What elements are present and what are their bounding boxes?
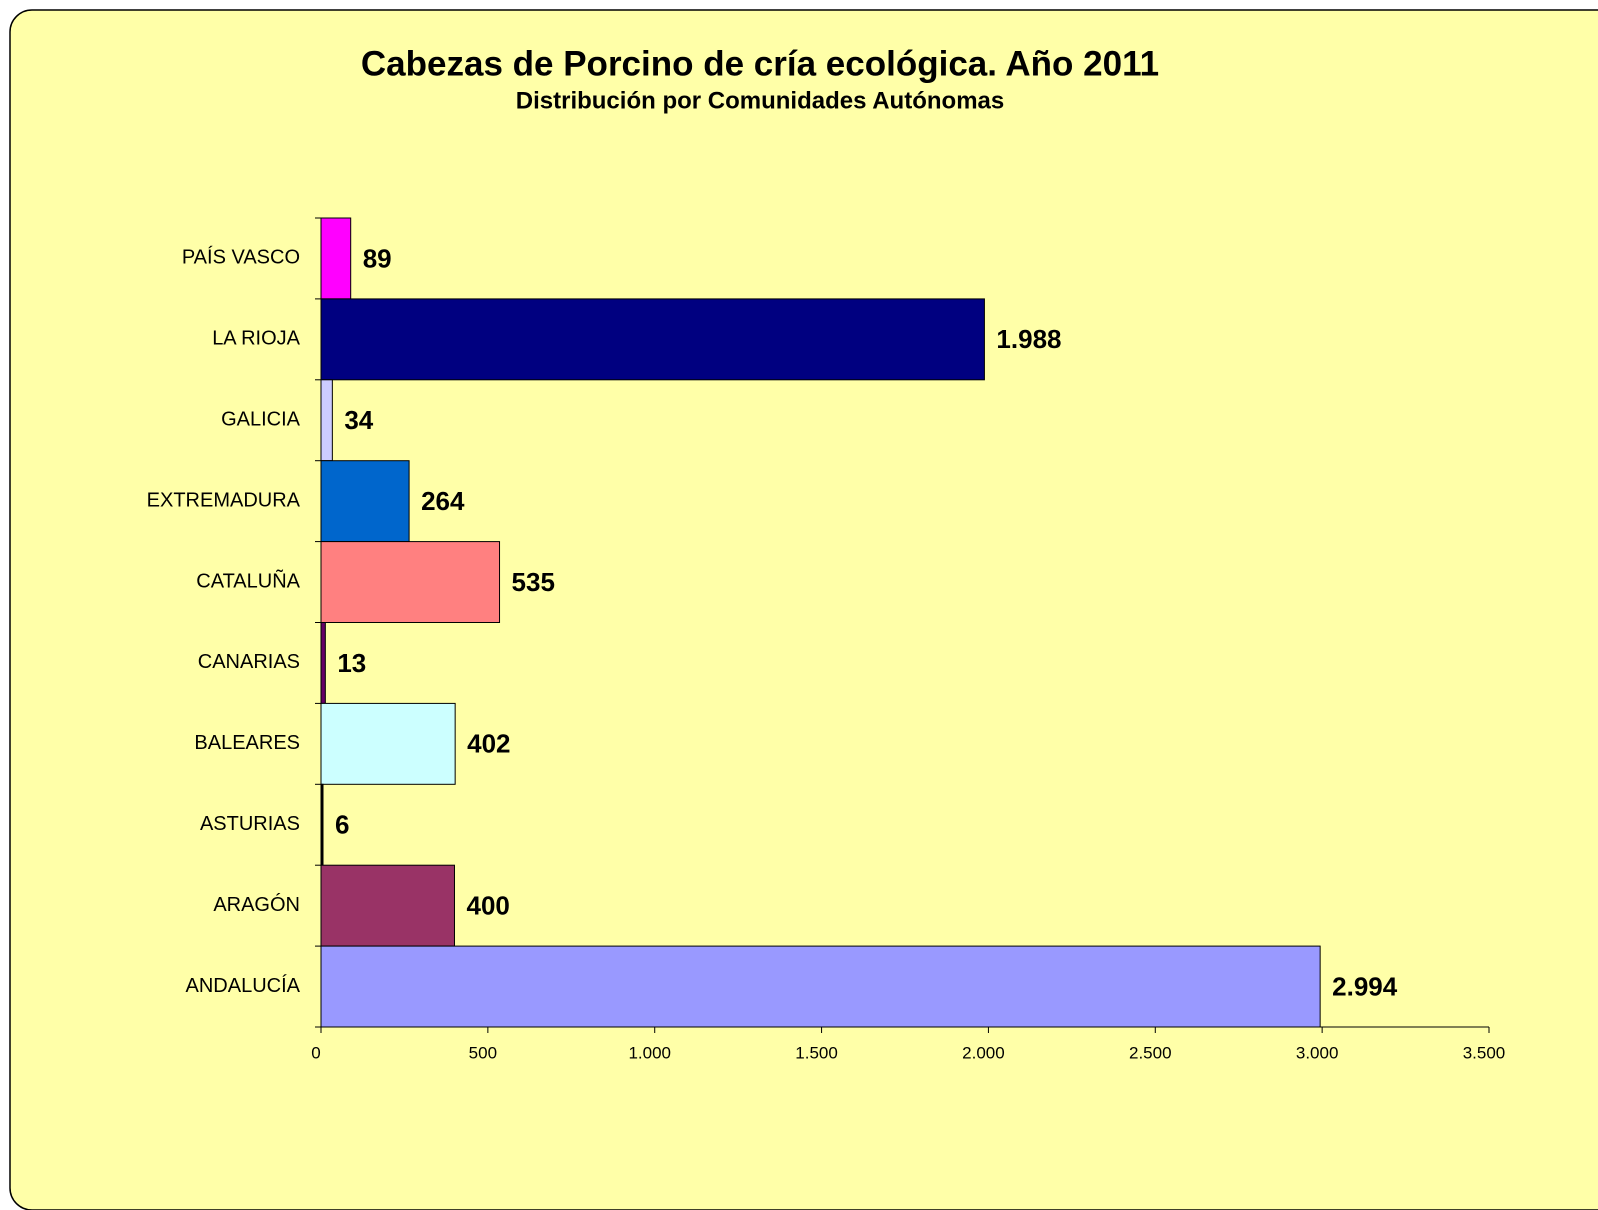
x-tick-label: 3.000 xyxy=(1296,1043,1339,1062)
value-label: 34 xyxy=(344,405,373,435)
y-tick-label: PAÍS VASCO xyxy=(182,246,300,269)
bar xyxy=(320,541,501,623)
chart-subtitle: Distribución por Comunidades Autónomas xyxy=(516,87,1004,114)
bar xyxy=(320,864,455,947)
bar xyxy=(320,945,1321,1028)
x-tick-label: 3.500 xyxy=(1463,1043,1506,1062)
x-tick-label: 2.000 xyxy=(962,1043,1005,1062)
chart-background xyxy=(9,9,1598,1210)
value-label: 2.994 xyxy=(1332,971,1398,1001)
chart-title: Cabezas de Porcino de cría ecológica. Añ… xyxy=(361,44,1159,83)
bar xyxy=(320,460,410,543)
bar xyxy=(320,622,326,704)
y-tick-label: CATALUÑA xyxy=(196,568,300,592)
y-tick-label: EXTREMADURA xyxy=(147,489,301,511)
x-tick-label: 1.000 xyxy=(628,1043,671,1062)
y-tick-label: LA RIOJA xyxy=(212,328,300,350)
value-label: 264 xyxy=(421,486,465,516)
x-tick-label: 500 xyxy=(469,1043,497,1062)
y-tick-label: GALICIA xyxy=(221,409,301,431)
bar xyxy=(320,702,456,785)
y-tick-label: ASTURIAS xyxy=(200,813,300,835)
bar xyxy=(320,298,985,381)
x-tick-label: 0 xyxy=(311,1043,320,1062)
y-tick-label: ANDALUCÍA xyxy=(186,974,301,997)
bar xyxy=(320,217,352,300)
bar xyxy=(320,379,333,462)
value-label: 535 xyxy=(512,567,555,597)
value-label: 6 xyxy=(335,810,349,840)
x-tick-label: 1.500 xyxy=(795,1043,838,1062)
y-tick-label: ARAGÓN xyxy=(213,893,300,916)
x-tick-label: 2.500 xyxy=(1129,1043,1172,1062)
value-label: 13 xyxy=(337,648,366,678)
y-tick-label: CANARIAS xyxy=(198,651,300,673)
value-label: 89 xyxy=(363,243,392,273)
value-label: 1.988 xyxy=(996,324,1061,354)
y-tick-label: BALEARES xyxy=(194,732,300,754)
value-label: 402 xyxy=(467,729,510,759)
value-label: 400 xyxy=(466,891,509,921)
